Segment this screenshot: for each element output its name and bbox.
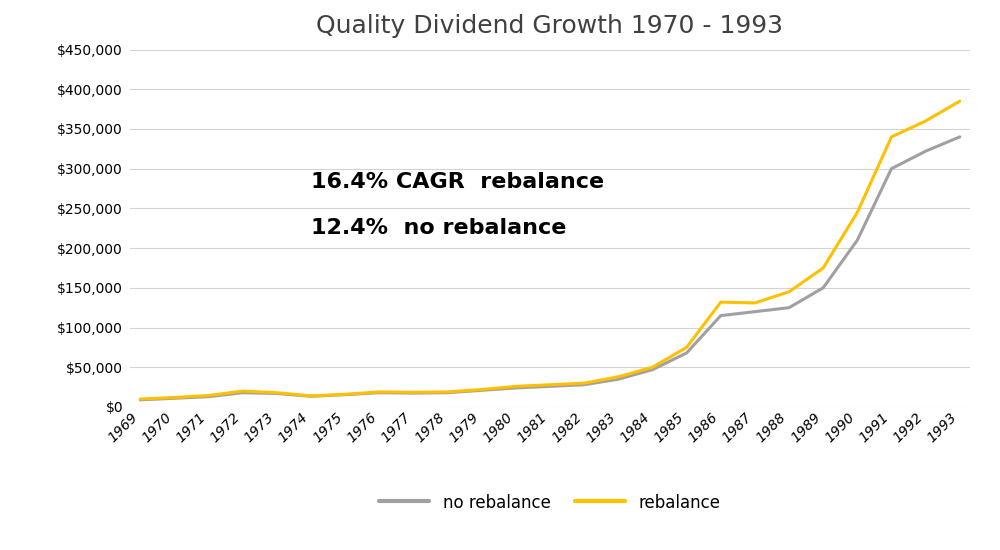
rebalance	[612, 373, 624, 380]
rebalance	[646, 364, 658, 371]
no rebalance	[134, 397, 146, 403]
rebalance	[817, 265, 829, 271]
no rebalance	[578, 382, 590, 388]
no rebalance	[612, 376, 624, 382]
no rebalance	[851, 237, 863, 244]
rebalance	[544, 382, 556, 388]
Line: rebalance: rebalance	[140, 101, 960, 399]
no rebalance	[715, 312, 727, 319]
rebalance	[407, 389, 419, 395]
no rebalance	[783, 304, 795, 311]
rebalance	[954, 98, 966, 104]
no rebalance	[305, 393, 317, 399]
rebalance	[783, 289, 795, 295]
no rebalance	[373, 389, 385, 396]
Text: 12.4%  no rebalance: 12.4% no rebalance	[311, 218, 566, 238]
Text: 16.4% CAGR  rebalance: 16.4% CAGR rebalance	[311, 172, 604, 192]
rebalance	[203, 392, 215, 399]
rebalance	[510, 383, 522, 389]
rebalance	[339, 391, 351, 398]
rebalance	[373, 389, 385, 395]
no rebalance	[954, 134, 966, 140]
no rebalance	[442, 389, 454, 396]
no rebalance	[271, 390, 283, 397]
rebalance	[442, 389, 454, 395]
rebalance	[715, 299, 727, 305]
no rebalance	[510, 384, 522, 391]
rebalance	[237, 388, 249, 394]
rebalance	[168, 394, 180, 401]
no rebalance	[544, 383, 556, 389]
Legend: no rebalance, rebalance: no rebalance, rebalance	[379, 494, 721, 512]
no rebalance	[817, 284, 829, 291]
Title: Quality Dividend Growth 1970 - 1993: Quality Dividend Growth 1970 - 1993	[316, 14, 784, 38]
rebalance	[681, 344, 693, 351]
no rebalance	[885, 166, 897, 172]
rebalance	[920, 118, 932, 124]
rebalance	[851, 209, 863, 216]
no rebalance	[203, 393, 215, 400]
rebalance	[578, 380, 590, 387]
rebalance	[476, 386, 488, 393]
no rebalance	[920, 148, 932, 155]
rebalance	[885, 134, 897, 140]
no rebalance	[749, 309, 761, 315]
no rebalance	[476, 387, 488, 394]
no rebalance	[339, 392, 351, 398]
no rebalance	[646, 366, 658, 373]
rebalance	[305, 393, 317, 399]
Line: no rebalance: no rebalance	[140, 137, 960, 400]
no rebalance	[237, 389, 249, 396]
rebalance	[749, 300, 761, 306]
rebalance	[271, 389, 283, 396]
rebalance	[134, 396, 146, 403]
no rebalance	[681, 350, 693, 356]
no rebalance	[168, 395, 180, 402]
no rebalance	[407, 390, 419, 397]
